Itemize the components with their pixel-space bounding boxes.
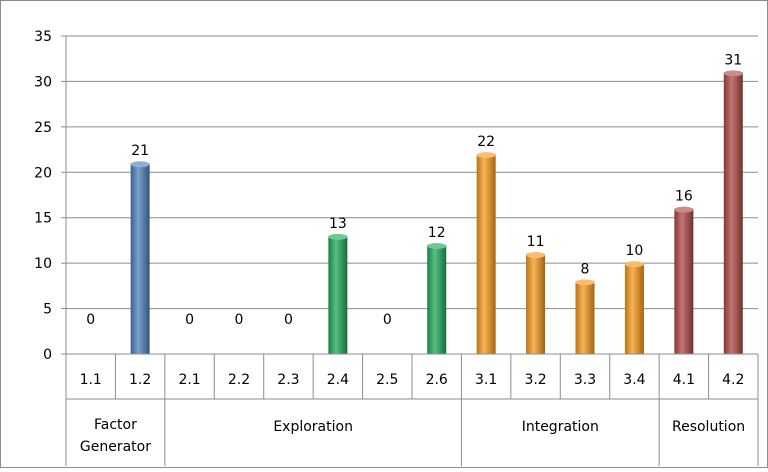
bar-cap [130, 161, 150, 168]
bars [130, 70, 743, 354]
data-label: 8 [581, 261, 590, 277]
group-label: Exploration [273, 419, 353, 435]
bar [427, 244, 447, 354]
y-tick-label: 0 [43, 347, 52, 363]
data-label: 22 [477, 134, 495, 150]
x-tick-label: 2.3 [277, 372, 299, 388]
bar-cap [723, 70, 743, 77]
data-label: 31 [724, 52, 742, 68]
bar [723, 72, 743, 354]
axes: 0 5 10 15 20 25 30 35 1.1 1.2 2.1 2.2 2.3 2.4 2.5 2.6 3.… [34, 29, 759, 466]
data-label: 0 [86, 312, 95, 328]
y-tick-label: 10 [34, 256, 52, 272]
x-tick-label: 3.1 [475, 372, 497, 388]
x-tick-label: 3.4 [623, 372, 645, 388]
bar [130, 163, 150, 354]
data-label: 13 [329, 216, 347, 232]
data-label: 11 [527, 234, 545, 250]
bar [476, 154, 496, 354]
group-label: Factor [94, 417, 137, 433]
bar-cap [526, 252, 546, 259]
x-tick-label: 1.1 [80, 372, 102, 388]
bar [526, 254, 546, 354]
bar-cap [427, 242, 447, 249]
x-tick-label: 4.1 [673, 372, 695, 388]
bar [674, 208, 694, 354]
bar-cap [476, 152, 496, 159]
x-tick-label: 2.2 [228, 372, 250, 388]
bar [624, 263, 644, 354]
bar-cap [575, 279, 595, 286]
x-tick-label: 2.4 [327, 372, 349, 388]
bar-cap [328, 233, 348, 240]
group-label: Integration [522, 419, 599, 435]
data-label: 21 [131, 143, 149, 159]
bar-cap [674, 206, 694, 213]
gridlines [66, 35, 758, 310]
y-tick-label: 30 [34, 74, 52, 90]
bar-cap [624, 261, 644, 268]
x-tick-label: 3.2 [524, 372, 546, 388]
x-tick-label: 2.5 [376, 372, 398, 388]
y-tick-label: 5 [43, 302, 52, 318]
group-label: Generator [80, 439, 151, 455]
x-tick-label: 1.2 [129, 372, 151, 388]
data-label: 0 [284, 312, 293, 328]
y-tick-label: 25 [34, 120, 52, 136]
data-label: 12 [428, 225, 446, 241]
y-tick-label: 35 [34, 29, 52, 45]
data-label: 0 [185, 312, 194, 328]
bar [575, 281, 595, 354]
x-tick-label: 4.2 [722, 372, 744, 388]
data-label: 0 [235, 312, 244, 328]
data-labels: 0 21 0 0 0 13 0 12 22 11 8 10 16 31 [86, 52, 742, 328]
bar [328, 235, 348, 354]
x-tick-label: 3.3 [574, 372, 596, 388]
x-tick-label: 2.6 [426, 372, 448, 388]
data-label: 10 [626, 243, 644, 259]
y-tick-label: 15 [34, 211, 52, 227]
data-label: 16 [675, 189, 693, 205]
y-tick-label: 20 [34, 165, 52, 181]
x-tick-label: 2.1 [178, 372, 200, 388]
data-label: 0 [383, 312, 392, 328]
group-label: Resolution [672, 419, 745, 435]
